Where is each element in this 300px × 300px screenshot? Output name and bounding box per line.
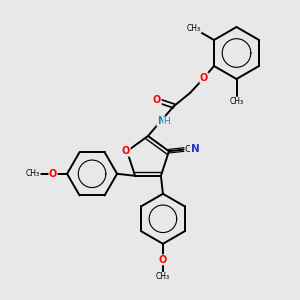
Text: CH₃: CH₃: [26, 169, 40, 178]
Text: O: O: [122, 146, 130, 156]
Text: O: O: [159, 255, 167, 265]
Text: C: C: [185, 145, 191, 154]
Text: N: N: [190, 144, 199, 154]
Text: N: N: [157, 116, 165, 126]
Text: O: O: [200, 73, 208, 83]
Text: O: O: [49, 169, 57, 179]
Text: O: O: [153, 95, 161, 105]
Text: CH₃: CH₃: [187, 24, 201, 33]
Text: H: H: [164, 118, 170, 127]
Text: CH₃: CH₃: [230, 98, 244, 106]
Text: CH₃: CH₃: [156, 272, 170, 281]
